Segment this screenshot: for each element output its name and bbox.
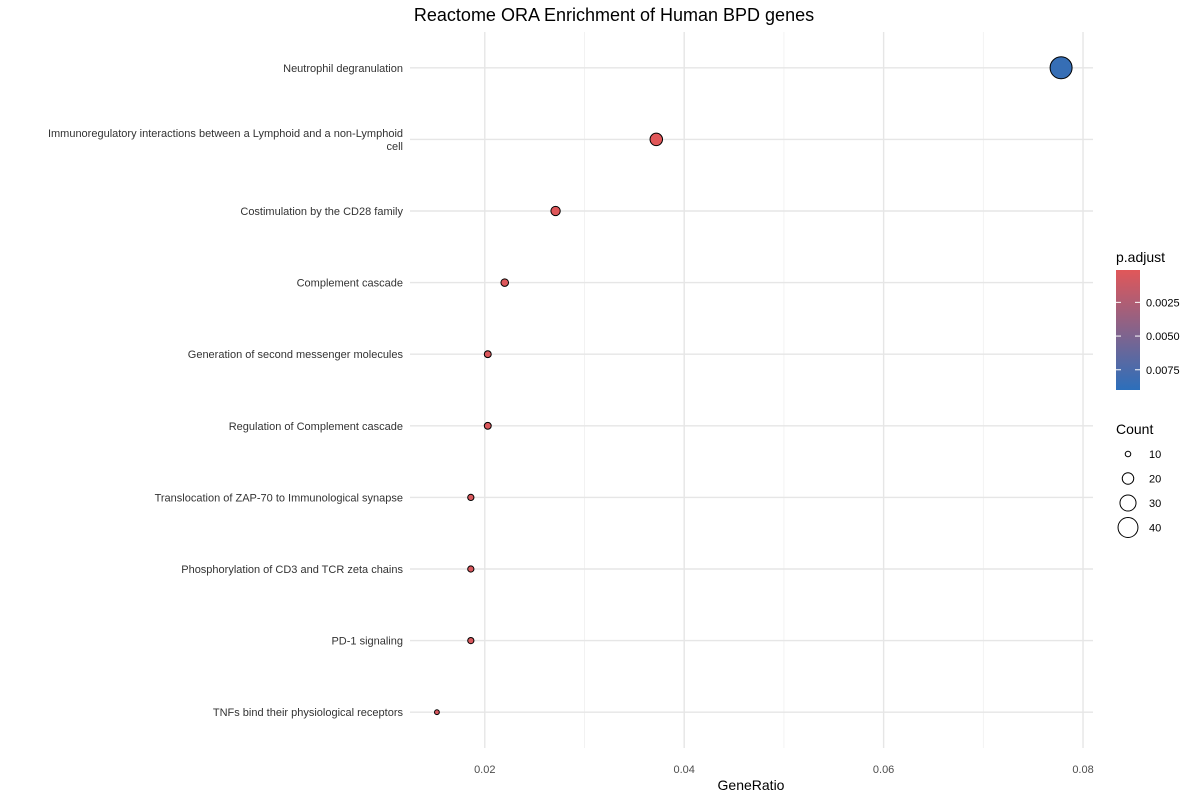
x-tick-label: 0.04	[673, 764, 694, 776]
color-legend-label: 0.0025	[1146, 297, 1180, 309]
color-legend: p.adjust 0.0025 0.0050 0.0075	[1116, 249, 1180, 390]
y-tick-label: PD-1 signaling	[331, 636, 403, 648]
size-legend-label: 30	[1149, 498, 1161, 510]
x-tick-label: 0.06	[873, 764, 894, 776]
size-legend-circle	[1121, 472, 1135, 485]
y-tick-label: Translocation of ZAP-70 to Immunological…	[155, 492, 403, 504]
y-tick-label: Phosphorylation of CD3 and TCR zeta chai…	[181, 564, 403, 576]
size-legend-label: 20	[1149, 474, 1161, 486]
data-point	[467, 565, 475, 573]
data-point	[467, 636, 475, 645]
chart-title: Reactome ORA Enrichment of Human BPD gen…	[414, 5, 814, 25]
x-axis-tick-labels: 0.02 0.04 0.06 0.08	[474, 764, 1094, 776]
data-points	[434, 56, 1073, 716]
data-point	[649, 132, 664, 147]
y-tick-label: Immunoregulatory interactions between a …	[48, 128, 403, 153]
color-legend-title: p.adjust	[1116, 249, 1165, 265]
size-legend-circle	[1117, 517, 1139, 538]
y-axis-tick-labels: Neutrophil degranulation Immunoregulatory…	[48, 63, 404, 719]
color-legend-label: 0.0075	[1146, 365, 1180, 377]
data-point	[483, 421, 492, 430]
size-legend-circle	[1119, 494, 1137, 512]
size-legend-circle	[1124, 450, 1132, 458]
data-point	[1049, 56, 1073, 80]
color-legend-bar	[1116, 270, 1140, 390]
data-point	[434, 709, 440, 716]
data-point	[467, 493, 475, 502]
x-tick-label: 0.08	[1072, 764, 1093, 776]
y-tick-label: Complement cascade	[297, 278, 403, 290]
y-tick-label: Regulation of Complement cascade	[229, 421, 403, 433]
grid	[410, 32, 1093, 748]
y-tick-label: TNFs bind their physiological receptors	[213, 707, 404, 719]
y-tick-label: Neutrophil degranulation	[283, 63, 403, 75]
color-legend-label: 0.0050	[1146, 331, 1180, 343]
size-legend-label: 10	[1149, 449, 1161, 461]
y-tick-label: Generation of second messenger molecules	[188, 349, 404, 361]
size-legend-label: 40	[1149, 523, 1161, 535]
size-legend-title: Count	[1116, 421, 1153, 437]
data-point	[500, 278, 509, 287]
y-tick-label: Costimulation by the CD28 family	[240, 206, 403, 218]
size-legend: Count 10 20 30 40	[1116, 421, 1161, 538]
data-point	[550, 205, 561, 217]
data-point	[483, 350, 492, 359]
x-axis-label: GeneRatio	[718, 777, 785, 793]
x-tick-label: 0.02	[474, 764, 495, 776]
